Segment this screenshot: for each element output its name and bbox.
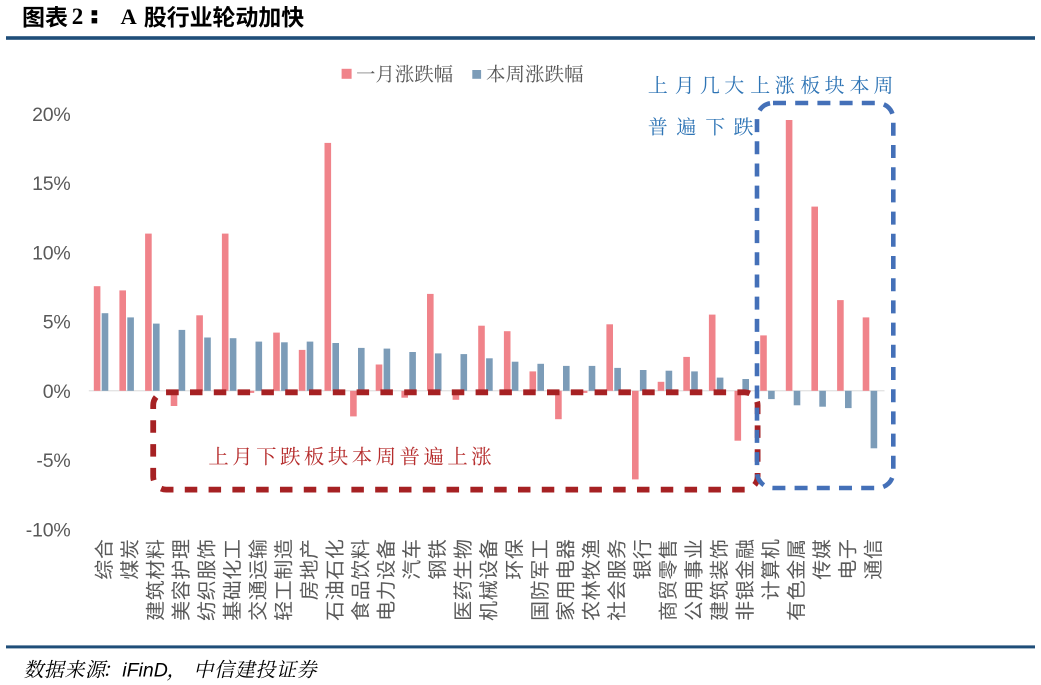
svg-text:5%: 5% (43, 312, 71, 334)
svg-text:A: A (121, 4, 138, 29)
svg-text:iFinD: iFinD (122, 660, 168, 682)
svg-text:20%: 20% (32, 104, 70, 126)
svg-text:-10%: -10% (26, 519, 71, 541)
svg-text:2: 2 (72, 4, 84, 29)
svg-text:15%: 15% (32, 173, 70, 195)
svg-text:-5%: -5% (36, 450, 70, 472)
svg-text:10%: 10% (32, 242, 70, 264)
svg-text:0%: 0% (43, 381, 71, 403)
